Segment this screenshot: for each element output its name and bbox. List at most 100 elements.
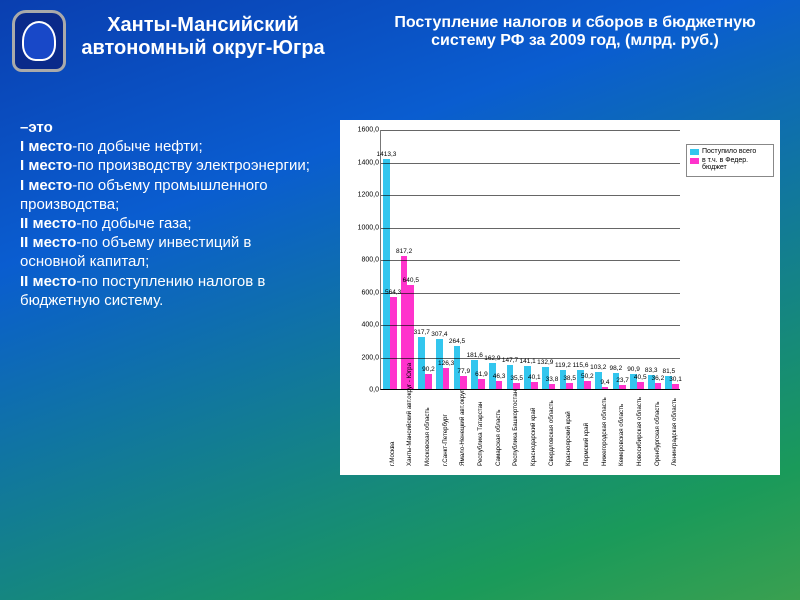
body-text: –этоI место-по добыче нефти;I место-по п… (20, 118, 320, 310)
value-label: 132,9 (537, 359, 553, 366)
grid-line (381, 358, 680, 359)
x-axis-label: Республика Башкортостан (512, 390, 519, 466)
value-label: 46,3 (493, 373, 506, 380)
value-label: 40,5 (634, 374, 647, 381)
value-label: 38,5 (563, 375, 576, 382)
bar-federal (637, 382, 644, 389)
value-label: 61,9 (475, 371, 488, 378)
chart-x-labels: г.МоскваХанты-Мансийский авт.округ - Югр… (380, 392, 680, 472)
bar-federal (531, 382, 538, 389)
bar-federal (549, 384, 556, 389)
body-line: I место-по производству электроэнергии; (20, 156, 320, 175)
value-label: 1413,3 (377, 151, 397, 158)
y-tick-label: 1200,0 (358, 192, 381, 199)
grid-line (381, 163, 680, 164)
value-label: 77,9 (457, 368, 470, 375)
y-tick-label: 1600,0 (358, 127, 381, 134)
x-axis-label: г.Санкт-Петербург (442, 414, 449, 466)
value-label: 36,2 (652, 375, 665, 382)
y-tick-label: 400,0 (361, 322, 381, 329)
value-label: 9,4 (600, 379, 609, 386)
body-line: I место-по добыче нефти; (20, 137, 320, 156)
body-line: II место-по объему инвестиций в основной… (20, 233, 320, 271)
value-label: 40,1 (528, 374, 541, 381)
x-axis-label: Самарская область (495, 410, 502, 466)
value-label: 307,4 (431, 331, 447, 338)
grid-line (381, 130, 680, 131)
legend-label: в т.ч. в Федер. бюджет (702, 157, 770, 171)
bar-federal (496, 381, 503, 389)
grid-line (381, 228, 680, 229)
y-tick-label: 200,0 (361, 354, 381, 361)
x-axis-label: Республика Татарстан (477, 402, 484, 466)
body-line: II место-по поступлению налогов в бюджет… (20, 272, 320, 310)
emblem-inner-icon (22, 21, 56, 61)
x-axis-label: Свердловская область (548, 400, 555, 466)
bar-federal (513, 383, 520, 389)
legend-item: Поступило всего (690, 148, 770, 155)
x-axis-label: Пермский край (583, 423, 590, 466)
bar-federal (672, 384, 679, 389)
bar-federal (390, 297, 397, 389)
bar-federal (425, 374, 432, 389)
x-axis-label: Московская область (424, 407, 431, 466)
x-axis-label: Ямало-Ненецкий авт.округ (459, 390, 466, 466)
legend-label: Поступило всего (702, 148, 756, 155)
body-line: II место-по добыче газа; (20, 214, 320, 233)
chart-plot: 1413,3564,3817,2640,5317,790,2307,4126,3… (380, 130, 680, 390)
bar-total (418, 337, 425, 389)
right-title: Поступление налогов и сборов в бюджетную… (370, 14, 780, 50)
value-label: 640,5 (403, 277, 419, 284)
y-tick-label: 800,0 (361, 257, 381, 264)
legend-item: в т.ч. в Федер. бюджет (690, 157, 770, 171)
grid-line (381, 293, 680, 294)
value-label: 141,1 (520, 358, 536, 365)
left-title: Ханты-Мансийский автономный округ-Югра (78, 14, 328, 60)
region-emblem (12, 10, 66, 72)
x-axis-label: Нижегородская область (601, 397, 608, 466)
y-tick-label: 600,0 (361, 289, 381, 296)
value-label: 119,2 (555, 362, 571, 369)
value-label: 264,5 (449, 338, 465, 345)
x-axis-label: Ленинградская область (671, 398, 678, 466)
bar-total (383, 159, 390, 389)
slide: Ханты-Мансийский автономный округ-Югра П… (0, 0, 800, 600)
value-label: 35,5 (510, 375, 523, 382)
bar-federal (584, 381, 591, 389)
x-axis-label: г.Москва (389, 442, 396, 466)
grid-line (381, 260, 680, 261)
grid-line (381, 195, 680, 196)
body-line: –это (20, 118, 320, 137)
value-label: 817,2 (396, 248, 412, 255)
value-label: 23,7 (616, 377, 629, 384)
value-label: 90,2 (422, 366, 435, 373)
value-label: 90,9 (627, 366, 640, 373)
x-axis-label: Краснодарский край (530, 408, 537, 466)
bar-federal (443, 368, 450, 389)
value-label: 126,3 (438, 360, 454, 367)
x-axis-label: Ханты-Мансийский авт.округ - Югра (406, 363, 413, 466)
y-tick-label: 1400,0 (358, 159, 381, 166)
bar-federal (602, 387, 609, 389)
bar-federal (566, 383, 573, 389)
value-label: 83,3 (645, 367, 658, 374)
legend-swatch-icon (690, 158, 699, 164)
chart: 1413,3564,3817,2640,5317,790,2307,4126,3… (340, 120, 780, 475)
body-line: I место-по объему промышленного производ… (20, 176, 320, 214)
value-label: 30,1 (669, 376, 682, 383)
bar-federal (478, 379, 485, 389)
value-label: 115,6 (573, 362, 589, 369)
x-axis-label: Оренбургская область (654, 402, 661, 466)
value-label: 103,2 (590, 364, 606, 371)
x-axis-label: Красноярский край (565, 411, 572, 466)
bar-federal (655, 383, 662, 389)
value-label: 50,2 (581, 373, 594, 380)
chart-legend: Поступило всего в т.ч. в Федер. бюджет (686, 144, 774, 177)
x-axis-label: Новосибирская область (636, 397, 643, 466)
bar-federal (619, 385, 626, 389)
y-tick-label: 1000,0 (358, 224, 381, 231)
legend-swatch-icon (690, 149, 699, 155)
value-label: 98,2 (610, 365, 623, 372)
value-label: 317,7 (414, 329, 430, 336)
value-label: 81,5 (662, 368, 675, 375)
